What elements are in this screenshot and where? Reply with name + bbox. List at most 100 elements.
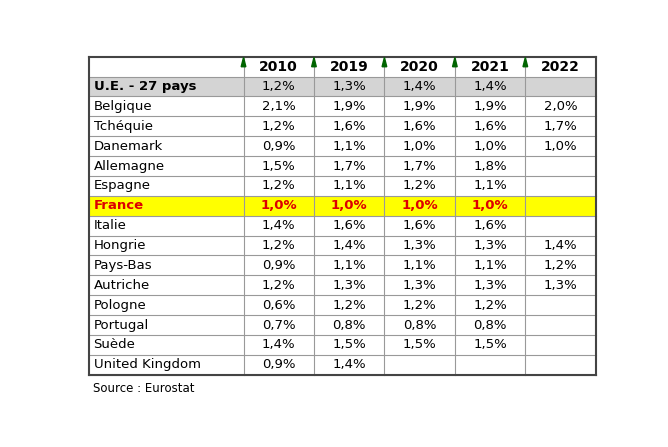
- Text: 1,4%: 1,4%: [403, 80, 436, 93]
- Bar: [89, 315, 596, 335]
- Text: 1,5%: 1,5%: [403, 338, 436, 351]
- Text: 0,6%: 0,6%: [262, 299, 295, 312]
- Text: 1,4%: 1,4%: [333, 239, 366, 252]
- Text: 2,0%: 2,0%: [544, 100, 577, 113]
- Text: 1,2%: 1,2%: [262, 179, 296, 192]
- Bar: [89, 97, 596, 116]
- Text: 1,6%: 1,6%: [474, 219, 507, 232]
- Text: 1,3%: 1,3%: [332, 80, 366, 93]
- Text: 2010: 2010: [259, 60, 298, 74]
- Text: 1,0%: 1,0%: [401, 199, 438, 212]
- Text: Pays-Bas: Pays-Bas: [94, 259, 152, 272]
- Polygon shape: [312, 58, 316, 67]
- Text: United Kingdom: United Kingdom: [94, 358, 200, 371]
- Bar: [89, 176, 596, 196]
- Text: 1,9%: 1,9%: [333, 100, 366, 113]
- Text: 1,1%: 1,1%: [332, 259, 366, 272]
- Text: 1,4%: 1,4%: [544, 239, 577, 252]
- Text: 1,2%: 1,2%: [262, 80, 296, 93]
- Text: 0,8%: 0,8%: [333, 319, 366, 332]
- Text: 1,0%: 1,0%: [261, 199, 297, 212]
- Text: 1,4%: 1,4%: [333, 358, 366, 371]
- Text: Danemark: Danemark: [94, 139, 163, 153]
- Text: 1,5%: 1,5%: [473, 338, 507, 351]
- Text: 1,6%: 1,6%: [474, 120, 507, 133]
- Polygon shape: [241, 58, 246, 67]
- Text: U.E. - 27 pays: U.E. - 27 pays: [94, 80, 196, 93]
- Text: 1,3%: 1,3%: [544, 279, 577, 292]
- Bar: [89, 275, 596, 295]
- Text: 0,9%: 0,9%: [262, 259, 295, 272]
- Text: France: France: [94, 199, 144, 212]
- Bar: [89, 236, 596, 256]
- Text: 1,4%: 1,4%: [474, 80, 507, 93]
- Text: Hongrie: Hongrie: [94, 239, 146, 252]
- Bar: [89, 58, 596, 76]
- Bar: [89, 256, 596, 275]
- Text: 1,6%: 1,6%: [403, 219, 436, 232]
- Text: 1,9%: 1,9%: [474, 100, 507, 113]
- Text: 1,0%: 1,0%: [403, 139, 436, 153]
- Text: 1,3%: 1,3%: [473, 279, 507, 292]
- Text: 1,5%: 1,5%: [332, 338, 366, 351]
- Polygon shape: [382, 58, 387, 67]
- Text: 1,6%: 1,6%: [403, 120, 436, 133]
- Bar: [89, 116, 596, 136]
- Bar: [89, 355, 596, 375]
- Polygon shape: [523, 58, 528, 67]
- Text: 1,9%: 1,9%: [403, 100, 436, 113]
- Text: 1,7%: 1,7%: [544, 120, 577, 133]
- Text: 0,8%: 0,8%: [403, 319, 436, 332]
- Text: 1,0%: 1,0%: [472, 199, 508, 212]
- Text: Allemagne: Allemagne: [94, 160, 165, 173]
- Text: 1,3%: 1,3%: [403, 279, 436, 292]
- Text: 1,7%: 1,7%: [332, 160, 366, 173]
- Text: 1,0%: 1,0%: [474, 139, 507, 153]
- Text: 0,7%: 0,7%: [262, 319, 295, 332]
- Text: 1,7%: 1,7%: [403, 160, 436, 173]
- Text: 2021: 2021: [471, 60, 510, 74]
- Polygon shape: [452, 58, 457, 67]
- Text: Pologne: Pologne: [94, 299, 146, 312]
- Text: 1,3%: 1,3%: [332, 279, 366, 292]
- Text: 1,2%: 1,2%: [403, 299, 436, 312]
- Text: 1,2%: 1,2%: [262, 239, 296, 252]
- Text: 0,9%: 0,9%: [262, 358, 295, 371]
- Text: 2019: 2019: [330, 60, 369, 74]
- Text: 1,1%: 1,1%: [403, 259, 436, 272]
- Text: Portugal: Portugal: [94, 319, 149, 332]
- Bar: [89, 335, 596, 355]
- Text: 1,0%: 1,0%: [544, 139, 577, 153]
- Text: 0,8%: 0,8%: [474, 319, 507, 332]
- Text: Suède: Suède: [94, 338, 136, 351]
- Text: 1,1%: 1,1%: [332, 179, 366, 192]
- Text: 1,2%: 1,2%: [332, 299, 366, 312]
- Text: 1,2%: 1,2%: [262, 120, 296, 133]
- Bar: [89, 136, 596, 156]
- Text: Tchéquie: Tchéquie: [94, 120, 152, 133]
- Text: 1,6%: 1,6%: [333, 120, 366, 133]
- Text: 1,2%: 1,2%: [544, 259, 577, 272]
- Bar: [89, 295, 596, 315]
- Text: 1,0%: 1,0%: [331, 199, 367, 212]
- Text: 1,2%: 1,2%: [473, 299, 507, 312]
- Text: 1,2%: 1,2%: [403, 179, 436, 192]
- Text: 1,4%: 1,4%: [262, 338, 295, 351]
- Bar: [89, 156, 596, 176]
- Bar: [89, 216, 596, 236]
- Text: 1,8%: 1,8%: [474, 160, 507, 173]
- Text: 2020: 2020: [400, 60, 439, 74]
- Text: 1,6%: 1,6%: [333, 219, 366, 232]
- Bar: [89, 196, 596, 216]
- Text: 2,1%: 2,1%: [262, 100, 296, 113]
- Text: 1,1%: 1,1%: [332, 139, 366, 153]
- Bar: [89, 76, 596, 97]
- Text: 1,1%: 1,1%: [473, 179, 507, 192]
- Text: 1,2%: 1,2%: [262, 279, 296, 292]
- Text: Italie: Italie: [94, 219, 126, 232]
- Text: 1,3%: 1,3%: [403, 239, 436, 252]
- Text: Espagne: Espagne: [94, 179, 150, 192]
- Text: 1,4%: 1,4%: [262, 219, 295, 232]
- Text: 1,3%: 1,3%: [473, 239, 507, 252]
- Text: 0,9%: 0,9%: [262, 139, 295, 153]
